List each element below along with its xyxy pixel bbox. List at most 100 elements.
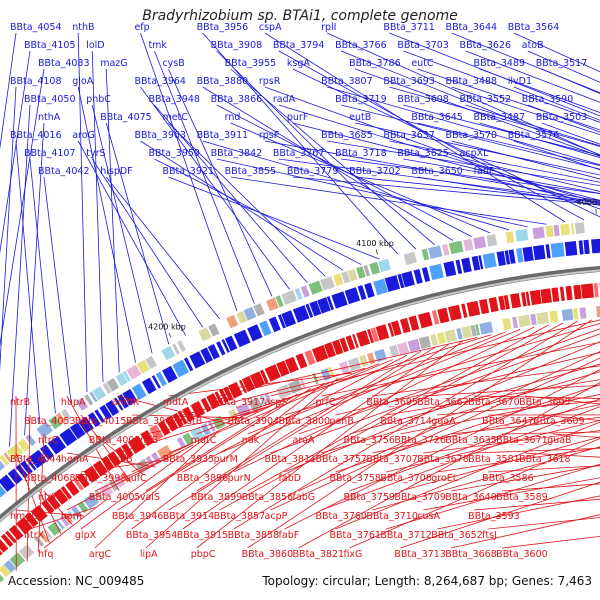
- forward-cog-track-feature: [161, 345, 176, 361]
- leader-line: [465, 50, 600, 103]
- feature-tracks: [0, 222, 600, 583]
- gene-label: BBta_3488: [446, 76, 498, 87]
- gene-label: BBta_3517: [536, 58, 588, 69]
- tick-mark: [168, 332, 172, 338]
- reverse-cog-track-feature: [176, 437, 187, 449]
- gene-label: BBta_4075: [100, 112, 152, 123]
- leader-line: [247, 331, 506, 435]
- reverse-cog-track-feature: [579, 307, 587, 319]
- gene-label: BBta_3609: [533, 416, 585, 427]
- gene-label: BBta_3911: [197, 130, 249, 141]
- gene-label: tyrS: [86, 148, 105, 159]
- gene-label: BBta_3998: [75, 473, 127, 484]
- reverse-gene-track-feature: [356, 330, 371, 347]
- leader-line: [349, 437, 600, 549]
- reverse-gene-track-feature: [345, 335, 356, 351]
- leader-line: [389, 86, 600, 147]
- leader-line: [403, 158, 600, 194]
- leader-line: [168, 359, 394, 454]
- gene-label: BBta_3576: [508, 130, 560, 141]
- leader-line: [230, 122, 491, 234]
- gene-label: efp: [134, 22, 149, 33]
- gene-label: BBta_3503: [536, 112, 588, 123]
- gene-label: ftsJ: [482, 530, 497, 541]
- reverse-cog-track-feature: [248, 397, 263, 412]
- forward-gene-track-feature: [331, 291, 348, 309]
- forward-gene-track-feature: [326, 296, 334, 311]
- gene-label: aroA: [293, 435, 315, 446]
- forward-cog-track-feature: [6, 443, 24, 461]
- forward-gene-track-feature: [550, 242, 565, 258]
- gene-label: rpsR: [259, 76, 281, 87]
- reverse-cog-track-feature: [0, 574, 5, 583]
- forward-gene-track-feature: [591, 238, 600, 254]
- forward-gene-track-feature: [317, 297, 331, 314]
- reverse-gene-track-feature: [521, 292, 527, 307]
- forward-gene-track-feature: [0, 484, 7, 498]
- gene-label: BBta_4044: [10, 454, 62, 465]
- gene-label: BBta_3552: [460, 94, 512, 105]
- leader-line: [386, 419, 600, 473]
- gene-label: BBta_3807: [321, 76, 373, 87]
- leader-line: [354, 68, 600, 157]
- leader-line: [327, 86, 600, 166]
- gene-label: BBta_3914: [163, 511, 215, 522]
- leader-line: [474, 395, 600, 399]
- reverse-gene-track-feature: [0, 550, 3, 556]
- tick-label: 4200 kbp: [148, 322, 186, 331]
- leader-line: [403, 50, 600, 123]
- forward-cog-track-feature: [126, 364, 142, 380]
- gene-label: BBta_3915: [177, 530, 229, 541]
- leader-line: [43, 498, 108, 549]
- forward-gene-track-feature: [69, 422, 86, 440]
- reverse-gene-track-feature: [284, 356, 299, 374]
- leader-line: [474, 498, 600, 511]
- leader-line: [94, 430, 220, 549]
- reverse-gene-track-feature: [0, 533, 14, 548]
- gene-label: BBta_3794: [273, 40, 325, 51]
- forward-gene-track-feature: [233, 329, 251, 348]
- forward-cog-track-feature: [0, 460, 6, 471]
- leader-line: [465, 158, 600, 192]
- forward-gene-track-feature: [141, 377, 157, 395]
- leader-line: [182, 367, 366, 416]
- leader-line: [80, 414, 132, 483]
- reverse-gene-track-feature: [431, 310, 440, 325]
- gene-label: hmgL: [10, 511, 37, 522]
- reverse-gene-track-feature: [214, 391, 224, 406]
- leader-line: [403, 104, 600, 157]
- forward-gene-track-feature: [200, 347, 213, 364]
- gene-label: BBta_4050: [24, 94, 76, 105]
- forward-gene-track-feature: [117, 394, 129, 409]
- gene-label: BBta_3962: [126, 416, 178, 427]
- leader-line: [386, 379, 600, 416]
- forward-cog-track-feature: [369, 261, 381, 275]
- leader-line: [80, 437, 207, 530]
- forward-cog-track-feature: [177, 340, 186, 352]
- forward-cog-track-feature: [60, 408, 72, 421]
- forward-gene-track-feature: [413, 268, 423, 285]
- reverse-cog-track-feature: [182, 432, 194, 446]
- forward-cog-track-feature: [333, 273, 344, 287]
- gene-label: BBta_3908: [211, 40, 263, 51]
- gene-label: BBta_3671: [496, 435, 548, 446]
- forward-cog-track-feature: [145, 355, 157, 370]
- gene-label: BBta_4042: [38, 166, 90, 177]
- leader-line: [335, 421, 600, 530]
- forward-gene-track-feature: [183, 357, 194, 372]
- forward-gene-track-feature: [443, 260, 457, 277]
- gene-label: BBta_4105: [24, 40, 76, 51]
- forward-cog-track-feature: [0, 454, 10, 466]
- gene-label: BBta_3954: [126, 530, 178, 541]
- gene-label: cysB: [162, 58, 184, 69]
- gene-label: BBta_4054: [10, 22, 62, 33]
- leader-line: [321, 341, 600, 397]
- forward-cog-track-feature: [275, 295, 284, 308]
- gene-label: acpXL: [460, 148, 490, 159]
- gene-label: BBta_3593: [468, 511, 520, 522]
- gene-label: ilvD1: [508, 76, 532, 87]
- reverse-gene-track-feature: [466, 300, 481, 317]
- forward-cog-track-feature: [441, 243, 450, 256]
- leader-line: [298, 328, 600, 435]
